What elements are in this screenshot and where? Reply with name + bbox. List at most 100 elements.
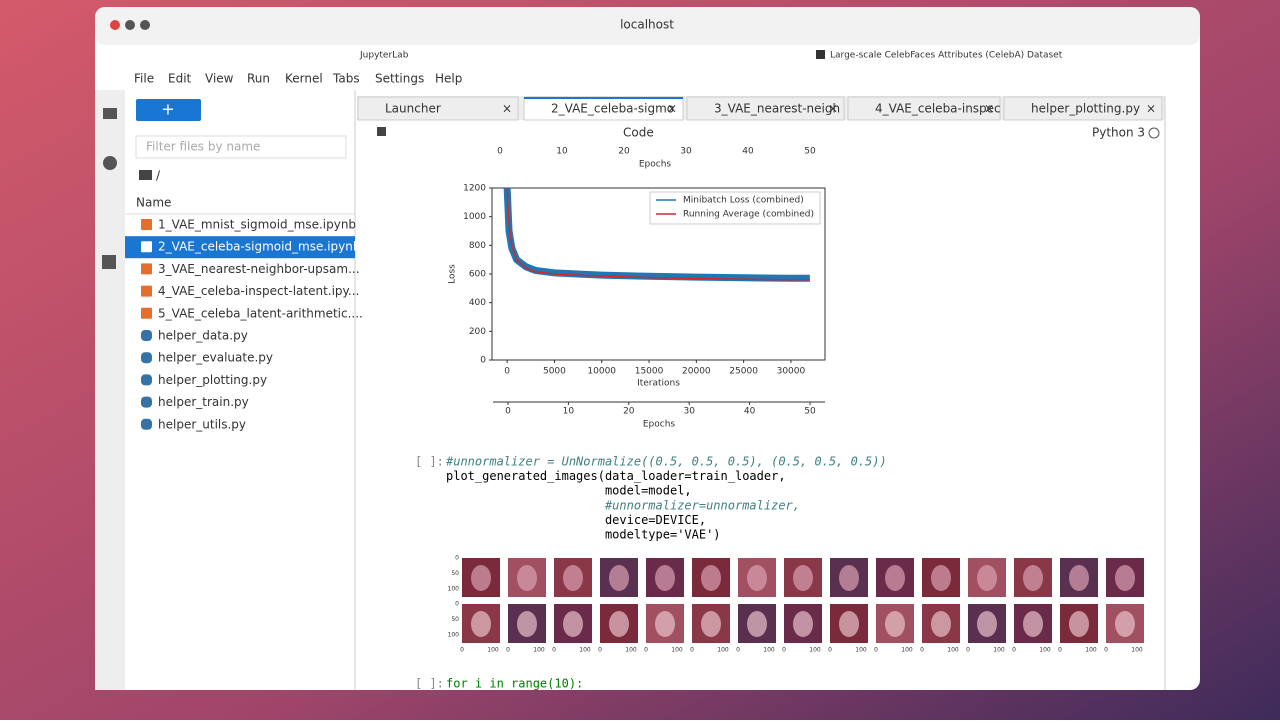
- tab[interactable]: [357, 96, 519, 121]
- menu-item[interactable]: Settings: [375, 72, 424, 86]
- image-x-tick: 0: [506, 647, 510, 654]
- icon-bar: [95, 90, 125, 690]
- tab-close[interactable]: ×: [1146, 102, 1156, 116]
- code-line: plot_generated_images(data_loader=train_…: [446, 469, 786, 483]
- file-name[interactable]: helper_data.py: [158, 329, 248, 343]
- tab-close[interactable]: ×: [828, 102, 838, 116]
- image-y-tick: 100: [448, 586, 460, 593]
- file-name[interactable]: 3_VAE_nearest-neighbor-upsam...: [158, 262, 360, 276]
- python-icon: [141, 396, 152, 408]
- image-x-tick: 0: [1058, 647, 1062, 654]
- tick-label: 10: [556, 147, 568, 157]
- path[interactable]: /: [156, 169, 161, 183]
- menu-item[interactable]: Run: [247, 72, 270, 86]
- menu-item[interactable]: File: [134, 72, 154, 86]
- x-tick-label: 5000: [543, 367, 566, 377]
- image-x-tick: 100: [533, 647, 545, 654]
- image-x-tick: 100: [763, 647, 775, 654]
- menu-item[interactable]: Tabs: [332, 72, 360, 86]
- image-x-tick: 100: [487, 647, 499, 654]
- save-icon[interactable]: [377, 127, 386, 136]
- image-x-tick: 0: [644, 647, 648, 654]
- code-line: #unnormalizer = UnNormalize((0.5, 0.5, 0…: [445, 455, 887, 469]
- image-y-tick: 50: [451, 570, 459, 577]
- tab-label[interactable]: 4_VAE_celeba-inspec: [875, 102, 1001, 116]
- image-x-tick: 100: [717, 647, 729, 654]
- y-tick-label: 400: [469, 298, 486, 308]
- menu-item[interactable]: Kernel: [285, 72, 323, 86]
- y-tick-label: 0: [480, 356, 486, 366]
- face: [655, 611, 675, 637]
- face: [1115, 565, 1135, 591]
- tab-close[interactable]: ×: [667, 102, 677, 116]
- prompt: [ ]:: [415, 677, 444, 691]
- image-x-tick: 0: [736, 647, 740, 654]
- new-launcher[interactable]: [136, 99, 201, 121]
- kernel-status: [1148, 127, 1160, 139]
- face: [471, 565, 491, 591]
- menu-item[interactable]: View: [205, 72, 234, 86]
- tick-label: 20: [618, 147, 630, 157]
- tick-label: 10: [563, 407, 575, 417]
- face: [977, 611, 997, 637]
- file-name[interactable]: 1_VAE_mnist_sigmoid_mse.ipynb: [158, 218, 356, 232]
- cell-type[interactable]: Code: [623, 126, 654, 140]
- tab[interactable]: [686, 96, 845, 121]
- zoom[interactable]: [140, 20, 150, 30]
- file-name[interactable]: helper_plotting.py: [158, 373, 267, 387]
- face: [747, 611, 767, 637]
- code-line: modeltype='VAE'): [446, 528, 721, 542]
- tab-close[interactable]: ×: [984, 102, 994, 116]
- image-x-tick: 100: [901, 647, 913, 654]
- tick-label: 0: [497, 147, 503, 157]
- axis-label: Epochs: [643, 420, 676, 430]
- notebook-icon: [141, 307, 152, 319]
- file-name[interactable]: helper_utils.py: [158, 417, 246, 431]
- tab-label[interactable]: 3_VAE_nearest-neigh: [714, 102, 840, 116]
- close[interactable]: [110, 20, 120, 30]
- tab[interactable]: [1003, 96, 1163, 121]
- tab-active-bar: [524, 97, 683, 99]
- x-tick-label: 0: [504, 367, 510, 377]
- notebook-icon: [141, 285, 152, 297]
- url[interactable]: localhost: [620, 18, 674, 32]
- browser-tab[interactable]: Large-scale CelebFaces Attributes (Celeb…: [830, 51, 1063, 61]
- notebook-icon: [141, 263, 152, 275]
- file-name[interactable]: helper_evaluate.py: [158, 351, 273, 365]
- file-name[interactable]: 5_VAE_celeba_latent-arithmetic....: [158, 306, 363, 320]
- face: [517, 565, 537, 591]
- image-x-tick: 0: [782, 647, 786, 654]
- tab-label[interactable]: 2_VAE_celeba-sigmo: [551, 102, 674, 116]
- x-tick-label: 30000: [777, 367, 806, 377]
- running-icon[interactable]: [103, 156, 117, 170]
- filter-input[interactable]: [135, 135, 347, 159]
- prompt: [ ]:: [415, 455, 444, 469]
- face: [931, 611, 951, 637]
- face: [609, 611, 629, 637]
- file-name[interactable]: 4_VAE_celeba-inspect-latent.ipy...: [158, 284, 359, 298]
- tab-close[interactable]: ×: [502, 102, 512, 116]
- column-header[interactable]: Name: [136, 196, 171, 210]
- menu-item[interactable]: Help: [435, 72, 462, 86]
- python-icon: [141, 418, 152, 430]
- axis-label: Epochs: [639, 160, 672, 170]
- tab-label[interactable]: Launcher: [385, 102, 441, 116]
- folder-icon[interactable]: [103, 108, 117, 119]
- browser-tab[interactable]: JupyterLab: [359, 51, 409, 61]
- image-x-tick: 0: [828, 647, 832, 654]
- tab-label[interactable]: helper_plotting.py: [1031, 102, 1140, 116]
- y-tick-label: 800: [469, 241, 486, 251]
- menu-item[interactable]: Edit: [168, 72, 192, 86]
- python-icon: [141, 352, 152, 364]
- image-x-tick: 0: [598, 647, 602, 654]
- window: [95, 7, 1200, 690]
- extension-icon[interactable]: [102, 255, 116, 269]
- minimize[interactable]: [125, 20, 135, 30]
- x-tick-label: 10000: [587, 367, 616, 377]
- tab[interactable]: [847, 96, 1001, 121]
- face: [977, 565, 997, 591]
- file-name[interactable]: helper_train.py: [158, 395, 249, 409]
- file-name[interactable]: 2_VAE_celeba-sigmoid_mse.ipynb: [158, 240, 360, 254]
- face: [609, 565, 629, 591]
- series-line: [506, 187, 810, 281]
